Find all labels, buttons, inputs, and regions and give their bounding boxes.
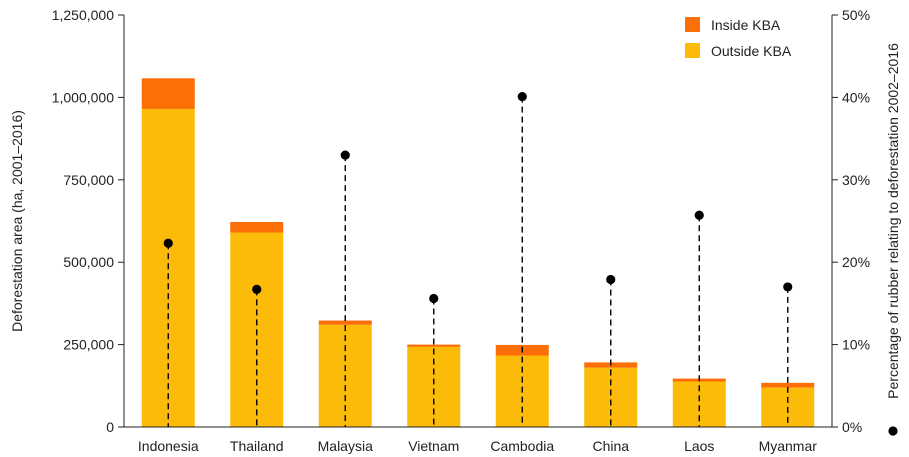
legend-swatch-inside-kba (685, 17, 700, 32)
drop-lines-layer (167, 96, 789, 427)
x-tick-label: Laos (684, 438, 714, 454)
y2-tick-label: 40% (842, 89, 870, 105)
rubber-dot-thailand (252, 284, 262, 294)
x-tick-label: Myanmar (759, 438, 818, 454)
x-tick-label: Thailand (230, 438, 284, 454)
y2-tick-label: 20% (842, 254, 870, 270)
bar-inside-kba-malaysia (318, 320, 372, 325)
axes-layer: 0 250,000 500,000 750,000 1,000,000 1,250,000… (9, 7, 901, 454)
y-tick-label: 1,250,000 (52, 7, 114, 23)
rubber-dot-china (606, 274, 616, 285)
bars-layer (141, 78, 815, 427)
legend-swatch-outside-kba (685, 43, 700, 58)
legend-label-inside-kba: Inside KBA (711, 17, 781, 33)
y2-axis-title: Percentage of rubber relating to defores… (885, 43, 901, 399)
y-tick-label: 1,000,000 (52, 89, 114, 105)
bar-inside-kba-myanmar (761, 382, 815, 388)
legend: Inside KBA Outside KBA (685, 17, 792, 59)
rubber-dot-malaysia (340, 150, 350, 160)
rubber-dot-vietnam (429, 293, 439, 304)
rubber-dot-cambodia (517, 91, 527, 102)
rubber-dot-indonesia (163, 238, 173, 248)
x-tick-label: Indonesia (138, 438, 199, 454)
dots-layer (163, 91, 793, 304)
y2-tick-label: 0% (842, 419, 862, 435)
x-tick-label: China (592, 438, 629, 454)
legend-label-outside-kba: Outside KBA (711, 43, 792, 59)
x-tick-label: Malaysia (318, 438, 373, 454)
y2-tick-label: 10% (842, 337, 870, 353)
y-tick-label: 500,000 (63, 254, 114, 270)
x-tick-label: Cambodia (490, 438, 554, 454)
rubber-dot-myanmar (783, 282, 793, 292)
bar-inside-kba-thailand (230, 221, 284, 233)
rubber-dot-laos (694, 210, 704, 220)
bar-outside-kba-china (584, 367, 638, 427)
x-tick-label: Vietnam (408, 438, 459, 454)
y2-axis-title-marker (888, 426, 898, 436)
y2-tick-label: 50% (842, 7, 870, 23)
y-axis-title: Deforestation area (ha, 2001–2016) (9, 110, 25, 332)
bar-inside-kba-vietnam (407, 344, 461, 347)
bar-inside-kba-indonesia (141, 78, 195, 109)
y-tick-label: 750,000 (63, 172, 114, 188)
y-tick-label: 250,000 (63, 337, 114, 353)
y-tick-label: 0 (106, 419, 114, 435)
y2-tick-label: 30% (842, 172, 870, 188)
